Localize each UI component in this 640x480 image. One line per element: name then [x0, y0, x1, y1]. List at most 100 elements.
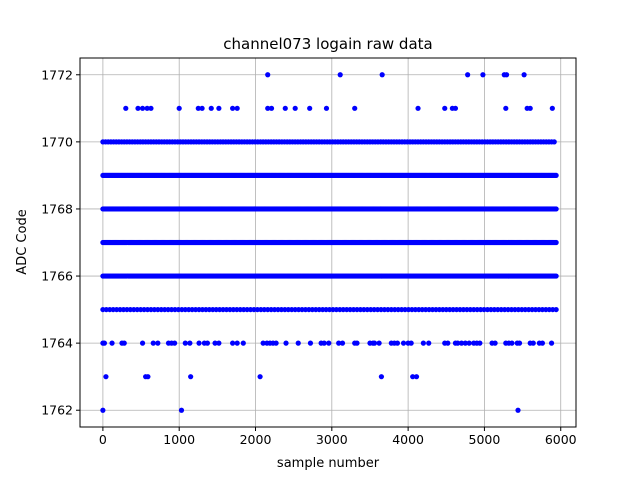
data-point	[307, 340, 314, 346]
x-axis-label: sample number	[277, 456, 380, 471]
data-point	[553, 172, 559, 179]
data-point	[208, 105, 214, 111]
data-point	[371, 340, 378, 346]
data-point	[516, 340, 523, 346]
data-point	[326, 340, 332, 346]
data-point	[150, 340, 156, 346]
data-point	[410, 374, 416, 380]
data-point	[477, 340, 483, 346]
plot-frame	[79, 57, 577, 428]
data-point	[553, 306, 559, 313]
data-point	[354, 340, 360, 346]
data-point	[195, 105, 201, 111]
data-point	[103, 374, 109, 380]
data-point	[135, 105, 141, 111]
data-point	[549, 105, 555, 111]
data-point	[230, 340, 236, 346]
data-point	[212, 340, 218, 346]
y-tick-label: 1768	[41, 201, 73, 216]
data-point	[283, 340, 289, 346]
data-point	[295, 340, 301, 346]
data-point	[530, 340, 536, 346]
y-tick-label: 1770	[41, 134, 73, 149]
data-point	[376, 340, 382, 346]
data-point	[182, 340, 188, 346]
data-point	[234, 105, 240, 111]
y-tick-label: 1762	[41, 403, 73, 418]
data-point	[420, 340, 426, 346]
chart-title: channel073 logain raw data	[223, 35, 432, 53]
data-point	[121, 340, 127, 346]
data-point	[323, 105, 330, 111]
data-point	[230, 105, 236, 111]
x-tick-label: 6000	[545, 432, 577, 447]
data-point	[172, 340, 178, 346]
data-point	[155, 340, 161, 346]
data-point	[265, 105, 271, 111]
data-point	[408, 340, 414, 346]
data-point	[234, 340, 240, 346]
data-point	[187, 340, 193, 346]
data-point	[257, 374, 263, 380]
x-tick-label: 4000	[392, 432, 424, 447]
data-point	[240, 340, 246, 346]
data-point	[260, 340, 266, 346]
x-axis-ticks: 0 1000 2000 3000 4000 5000 6000	[99, 427, 577, 447]
data-point	[521, 72, 527, 78]
data-point	[503, 105, 509, 111]
data-point	[265, 72, 271, 78]
data-point	[282, 105, 288, 111]
data-point	[176, 105, 182, 111]
y-tick-label: 1772	[41, 67, 73, 82]
data-point	[307, 105, 313, 111]
data-point	[188, 374, 194, 380]
y-tick-label: 1764	[41, 336, 73, 351]
data-point	[148, 105, 154, 111]
x-tick-label: 2000	[240, 432, 272, 447]
x-tick-label: 5000	[469, 432, 501, 447]
y-tick-label: 1766	[41, 269, 73, 284]
data-point	[515, 407, 521, 413]
data-point	[394, 340, 401, 346]
data-point	[352, 105, 358, 111]
data-point	[204, 340, 211, 346]
data-point	[273, 340, 279, 346]
data-point	[199, 105, 205, 111]
data-point	[465, 72, 471, 78]
data-point	[480, 72, 486, 78]
data-point	[442, 105, 448, 111]
data-point	[452, 105, 459, 111]
data-point	[378, 374, 385, 380]
data-point	[339, 340, 346, 346]
data-point	[216, 340, 222, 346]
data-point	[426, 340, 432, 346]
data-point	[413, 374, 420, 380]
data-point	[196, 340, 202, 346]
data-point	[539, 340, 546, 346]
data-point	[178, 407, 185, 413]
data-point	[139, 340, 146, 346]
data-point	[551, 139, 557, 145]
data-point	[292, 105, 298, 111]
data-point	[527, 105, 533, 111]
data-point	[216, 105, 222, 111]
data-point	[462, 340, 468, 346]
data-point	[101, 340, 108, 346]
data-point	[503, 72, 510, 78]
data-point	[144, 105, 150, 111]
data-point	[139, 105, 146, 111]
data-point	[123, 105, 129, 111]
data-point	[553, 206, 559, 212]
x-tick-label: 1000	[163, 432, 195, 447]
data-point	[509, 340, 515, 346]
x-tick-label: 0	[99, 432, 107, 447]
y-axis-label: ADC Code	[15, 209, 30, 274]
data-point	[553, 273, 559, 279]
data-point	[466, 340, 472, 346]
data-point	[337, 72, 343, 78]
x-tick-label: 3000	[316, 432, 348, 447]
data-point	[415, 105, 421, 111]
data-point	[455, 340, 461, 346]
data-point	[321, 340, 327, 346]
